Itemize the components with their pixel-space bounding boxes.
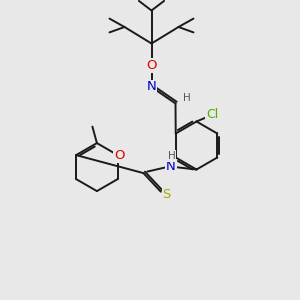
- Text: H: H: [183, 93, 191, 103]
- Text: Cl: Cl: [206, 108, 218, 122]
- Text: H: H: [168, 151, 176, 161]
- Text: O: O: [146, 59, 157, 72]
- Text: N: N: [166, 160, 176, 173]
- Text: O: O: [114, 148, 124, 162]
- Text: N: N: [147, 80, 156, 94]
- Text: S: S: [163, 188, 171, 201]
